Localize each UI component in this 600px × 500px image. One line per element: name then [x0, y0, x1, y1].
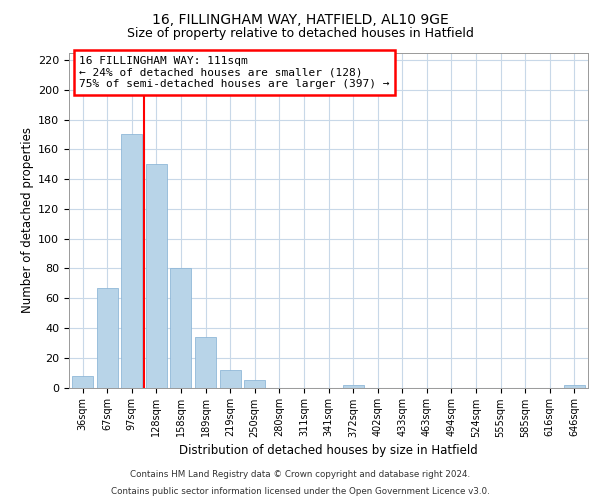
Text: Contains public sector information licensed under the Open Government Licence v3: Contains public sector information licen… [110, 487, 490, 496]
Bar [195, 337, 216, 388]
Bar [244, 380, 265, 388]
Bar [72, 376, 93, 388]
Bar [220, 370, 241, 388]
Text: 16, FILLINGHAM WAY, HATFIELD, AL10 9GE: 16, FILLINGHAM WAY, HATFIELD, AL10 9GE [152, 12, 448, 26]
Text: 16 FILLINGHAM WAY: 111sqm
← 24% of detached houses are smaller (128)
75% of semi: 16 FILLINGHAM WAY: 111sqm ← 24% of detac… [79, 56, 390, 89]
Bar [564, 384, 585, 388]
Bar [146, 164, 167, 388]
Text: Contains HM Land Registry data © Crown copyright and database right 2024.: Contains HM Land Registry data © Crown c… [130, 470, 470, 479]
Bar [97, 288, 118, 388]
X-axis label: Distribution of detached houses by size in Hatfield: Distribution of detached houses by size … [179, 444, 478, 456]
Bar [343, 384, 364, 388]
Text: Size of property relative to detached houses in Hatfield: Size of property relative to detached ho… [127, 28, 473, 40]
Y-axis label: Number of detached properties: Number of detached properties [21, 127, 34, 313]
Bar [121, 134, 142, 388]
Bar [170, 268, 191, 388]
